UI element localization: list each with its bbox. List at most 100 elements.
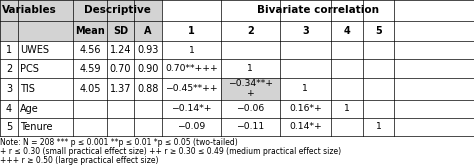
Text: 2: 2 (6, 64, 12, 74)
Bar (73, 41, 107, 59)
Text: 4: 4 (344, 26, 350, 36)
Bar (363, 100, 394, 118)
Text: 1.24: 1.24 (109, 45, 131, 55)
Text: Variables: Variables (2, 5, 57, 15)
Bar (162, 0, 474, 21)
Bar (221, 78, 280, 100)
Bar (363, 78, 394, 100)
Text: 3: 3 (302, 26, 309, 36)
Bar (134, 78, 162, 100)
Bar (363, 41, 394, 59)
Bar (107, 100, 134, 118)
Bar (280, 59, 331, 78)
Bar (18, 78, 73, 100)
Text: 4: 4 (6, 104, 12, 114)
Text: Mean: Mean (75, 26, 105, 36)
Text: −0.09: −0.09 (177, 122, 206, 131)
Bar (107, 21, 134, 41)
Text: A: A (145, 26, 152, 36)
Bar (0, 41, 18, 59)
Text: 0.88: 0.88 (137, 84, 159, 94)
Text: Bivariate correlation: Bivariate correlation (257, 5, 379, 15)
Bar (162, 78, 221, 100)
Bar (162, 21, 221, 41)
Bar (221, 41, 280, 59)
Bar (73, 0, 162, 21)
Bar (107, 78, 134, 100)
Text: SD: SD (113, 26, 128, 36)
Bar (331, 100, 363, 118)
Text: 3: 3 (6, 84, 12, 94)
Bar (394, 100, 474, 118)
Bar (394, 41, 474, 59)
Bar (0, 100, 18, 118)
Bar (134, 118, 162, 136)
Bar (134, 59, 162, 78)
Text: 1: 1 (189, 46, 194, 54)
Bar (394, 118, 474, 136)
Bar (221, 118, 280, 136)
Bar (280, 118, 331, 136)
Text: −0.45**++: −0.45**++ (165, 84, 218, 93)
Bar (107, 41, 134, 59)
Text: 1: 1 (376, 122, 382, 131)
Bar (363, 118, 394, 136)
Text: 1.37: 1.37 (109, 84, 131, 94)
Bar (107, 118, 134, 136)
Bar (280, 100, 331, 118)
Bar (331, 21, 363, 41)
Bar (0, 118, 18, 136)
Bar (280, 78, 331, 100)
Text: 0.16*+: 0.16*+ (289, 104, 322, 113)
Bar (221, 21, 280, 41)
Bar (73, 100, 107, 118)
Text: Descriptive: Descriptive (84, 5, 151, 15)
Bar (162, 100, 221, 118)
Text: 1: 1 (344, 104, 350, 113)
Text: + r ≤ 0.30 (small practical effect size) ++ r ≥ 0.30 ≤ 0.49 (medium practical ef: + r ≤ 0.30 (small practical effect size)… (0, 147, 341, 156)
Text: 0.90: 0.90 (137, 64, 159, 74)
Text: TIS: TIS (20, 84, 35, 94)
Text: 1: 1 (302, 84, 308, 93)
Bar (107, 59, 134, 78)
Bar (221, 100, 280, 118)
Text: 0.93: 0.93 (137, 45, 159, 55)
Bar (363, 59, 394, 78)
Bar (162, 59, 221, 78)
Bar (331, 78, 363, 100)
Bar (134, 21, 162, 41)
Bar (331, 118, 363, 136)
Text: 1: 1 (247, 64, 253, 73)
Text: UWES: UWES (20, 45, 49, 55)
Bar (73, 78, 107, 100)
Bar (134, 100, 162, 118)
Text: Tenure: Tenure (20, 122, 53, 132)
Bar (331, 41, 363, 59)
Bar (18, 118, 73, 136)
Text: 0.14*+: 0.14*+ (289, 122, 322, 131)
Bar (0, 59, 18, 78)
Bar (280, 21, 331, 41)
Bar (394, 59, 474, 78)
Bar (18, 59, 73, 78)
Bar (221, 59, 280, 78)
Text: 4.56: 4.56 (79, 45, 101, 55)
Bar (0, 21, 18, 41)
Text: 4.05: 4.05 (79, 84, 101, 94)
Bar (0, 78, 18, 100)
Bar (134, 41, 162, 59)
Text: 1: 1 (6, 45, 12, 55)
Bar (73, 59, 107, 78)
Text: −0.11: −0.11 (236, 122, 264, 131)
Bar (0, 0, 73, 21)
Text: 2: 2 (247, 26, 254, 36)
Bar (18, 41, 73, 59)
Text: 0.70**+++: 0.70**+++ (165, 64, 218, 73)
Text: Note: N = 208 *** p ≤ 0.001 **p ≤ 0.01 *p ≤ 0.05 (two-tailed): Note: N = 208 *** p ≤ 0.001 **p ≤ 0.01 *… (0, 138, 238, 147)
Bar (331, 59, 363, 78)
Bar (73, 118, 107, 136)
Text: −0.06: −0.06 (236, 104, 264, 113)
Text: 4.59: 4.59 (79, 64, 101, 74)
Text: PCS: PCS (20, 64, 39, 74)
Bar (280, 41, 331, 59)
